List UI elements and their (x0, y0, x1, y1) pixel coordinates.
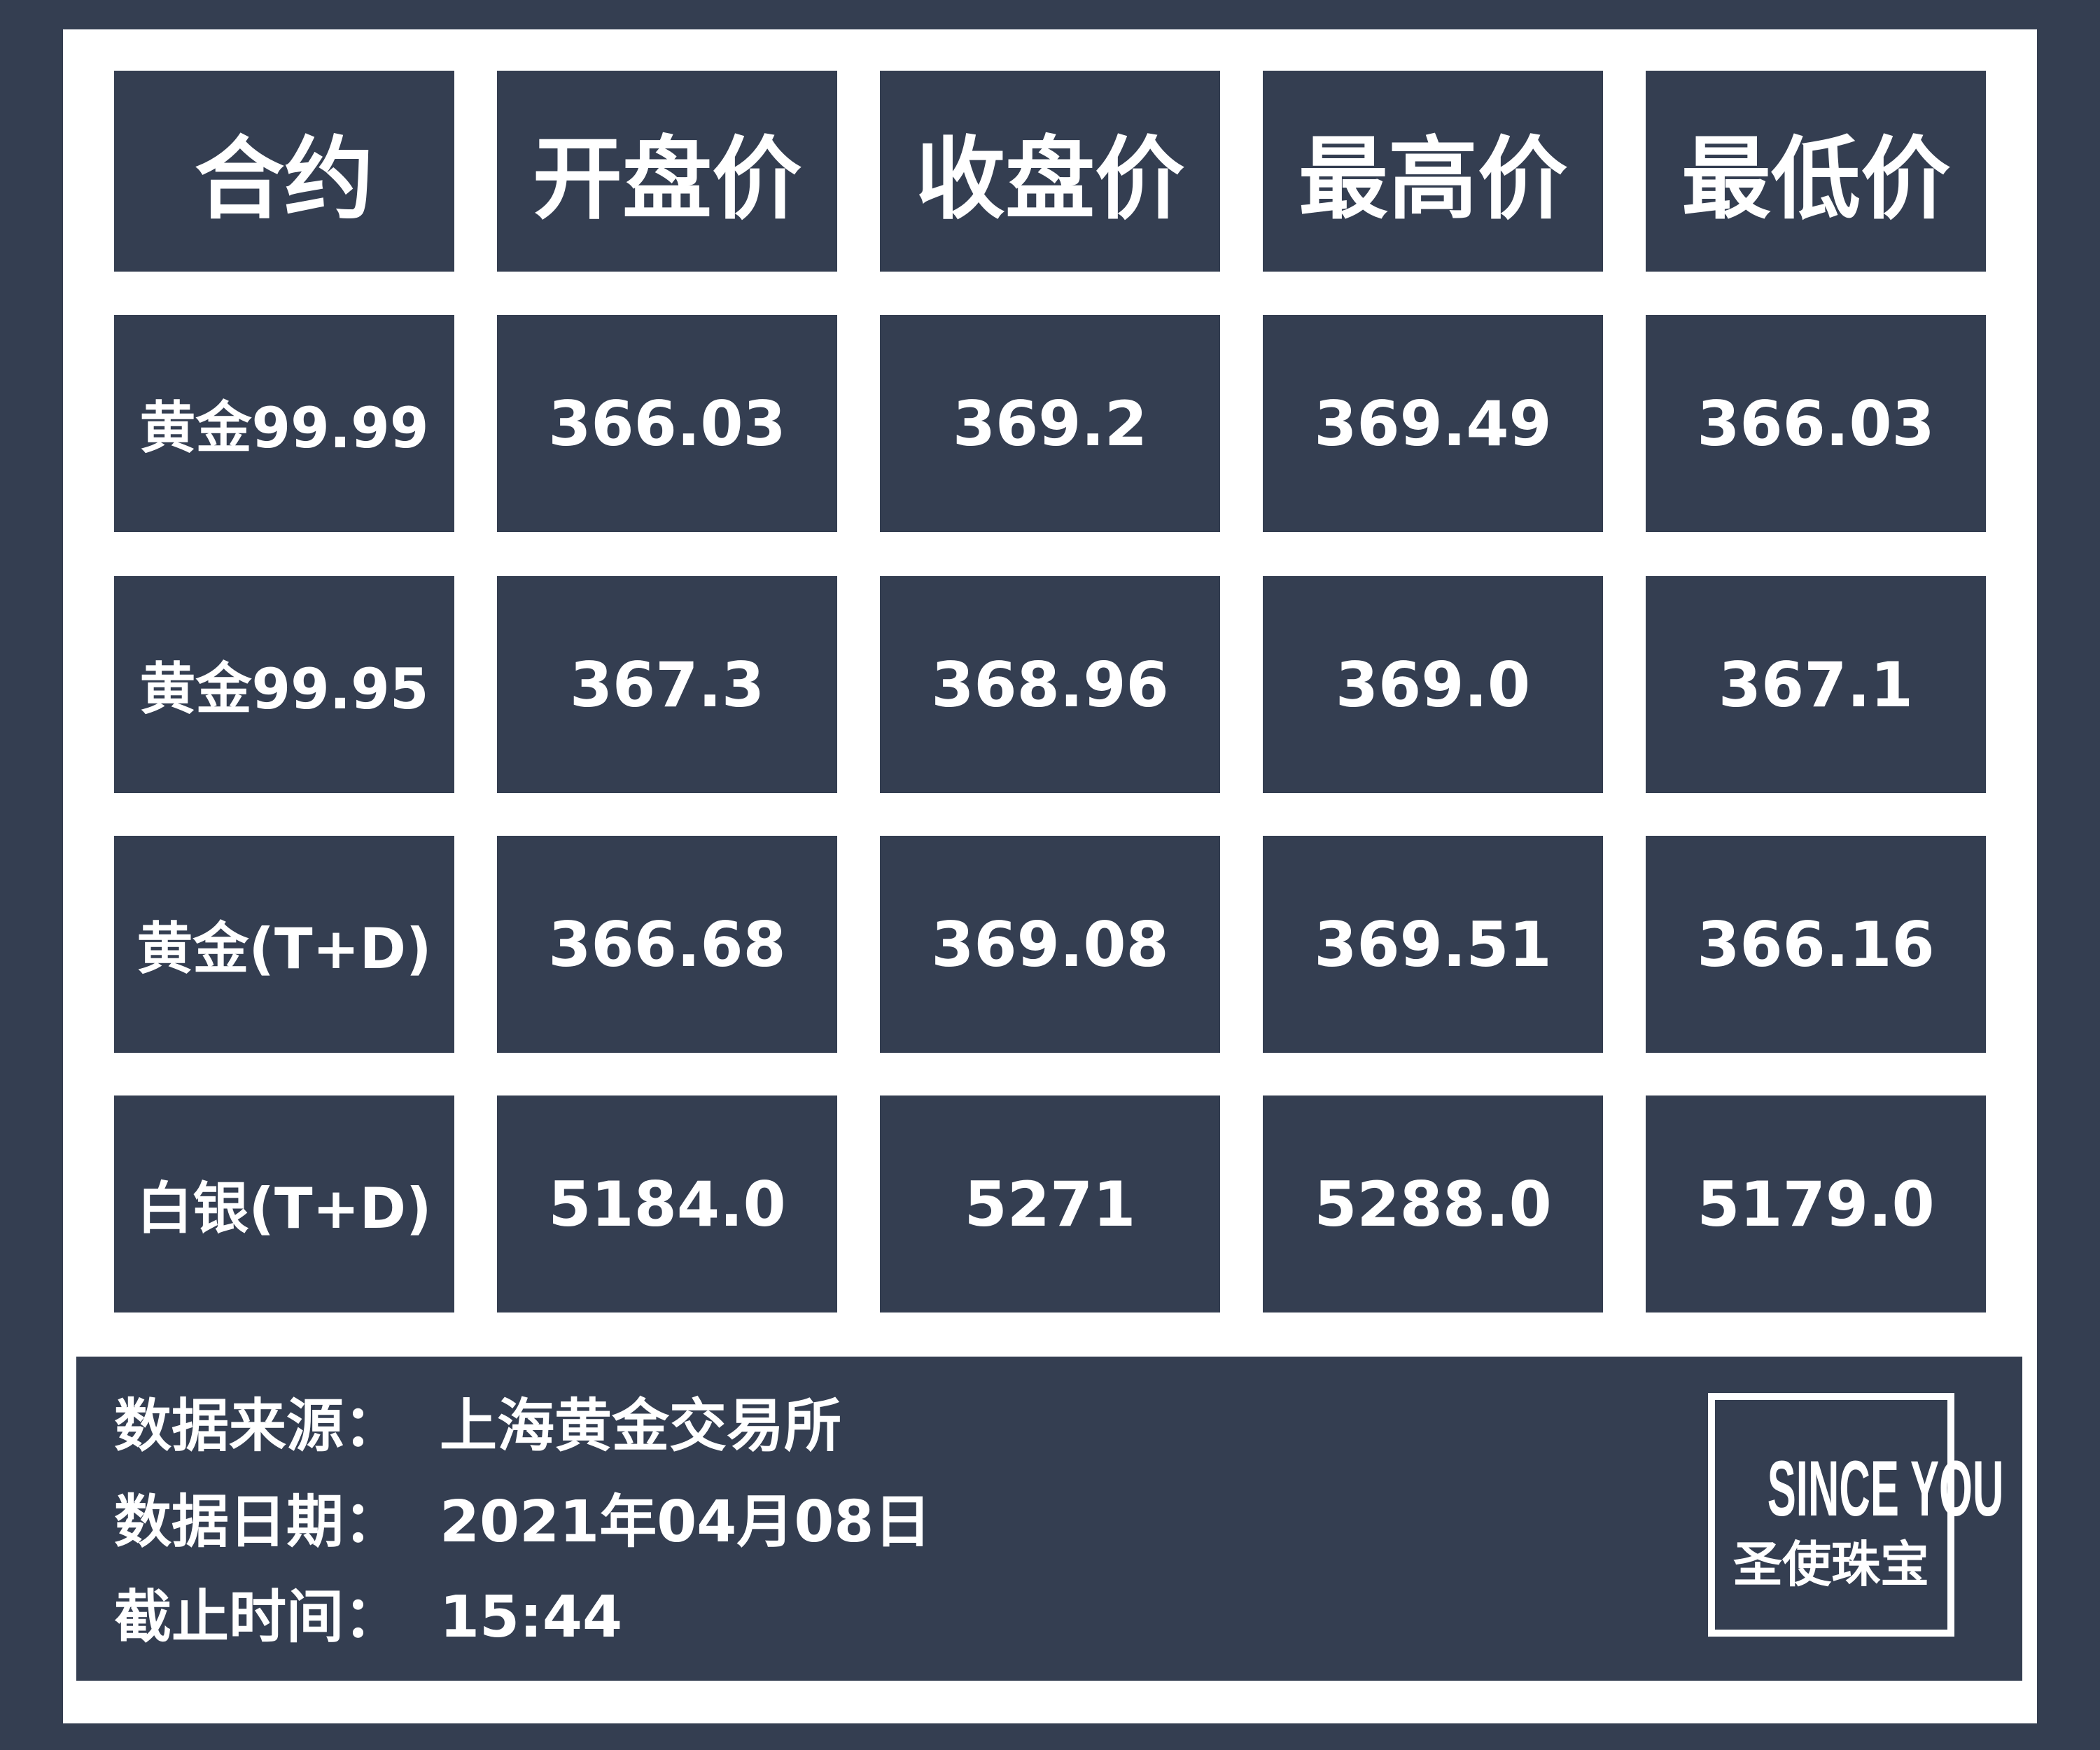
footer-label: 数据来源： (114, 1393, 402, 1460)
footer-label: 数据日期： (114, 1489, 402, 1555)
contract-cell: 黄金99.95 (114, 576, 454, 793)
contract-cell: 白银(T+D) (114, 1096, 454, 1312)
header-cell: 开盘价 (497, 71, 837, 272)
footer-label: 截止时间： (114, 1584, 402, 1651)
price-cell: 5271 (880, 1096, 1220, 1312)
footer-value: 上海黄金交易所 (440, 1393, 842, 1460)
contract-cell: 黄金99.99 (114, 315, 454, 532)
header-cell: 最高价 (1263, 71, 1603, 272)
price-cell: 369.49 (1263, 315, 1603, 532)
footer: 数据来源： 上海黄金交易所 数据日期： 2021年04月08日 截止时间： 15:44 (76, 1357, 2022, 1681)
price-cell: 366.03 (497, 315, 837, 532)
price-cell: 5288.0 (1263, 1096, 1603, 1312)
contract-cell: 黄金(T+D) (114, 836, 454, 1053)
price-cell: 369.08 (880, 836, 1220, 1053)
price-cell: 368.96 (880, 576, 1220, 793)
price-cell: 366.16 (1646, 836, 1986, 1053)
price-cell: 367.1 (1646, 576, 1986, 793)
price-cell: 5184.0 (497, 1096, 837, 1312)
price-cell: 5179.0 (1646, 1096, 1986, 1312)
price-cell: 369.51 (1263, 836, 1603, 1053)
header-cell: 收盘价 (880, 71, 1220, 272)
logo-brand: SINCE YOU (1767, 1445, 2004, 1532)
price-cell: 369.0 (1263, 576, 1603, 793)
header-cell: 合约 (114, 71, 454, 272)
header-cell: 最低价 (1646, 71, 1986, 272)
footer-value: 2021年04月08日 (440, 1489, 932, 1555)
price-cell: 367.3 (497, 576, 837, 793)
logo-name: 圣使珠宝 (1733, 1536, 1929, 1593)
price-cell: 366.03 (1646, 315, 1986, 532)
price-cell: 369.2 (880, 315, 1220, 532)
footer-value: 15:44 (440, 1584, 623, 1651)
logo: SINCE YOU 圣使珠宝 (1708, 1393, 2004, 1637)
price-cell: 366.68 (497, 836, 837, 1053)
